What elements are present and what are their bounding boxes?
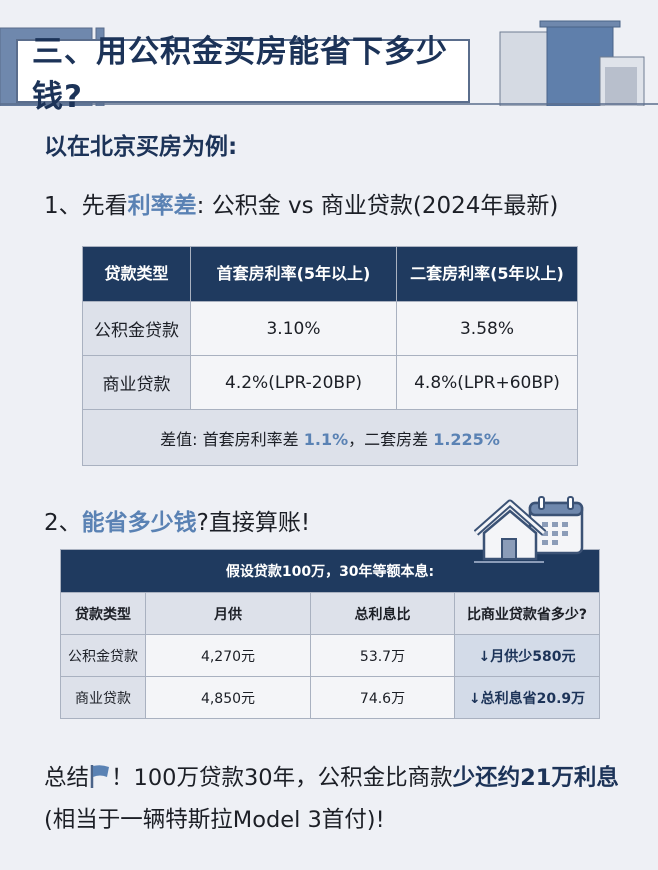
flag-icon [90, 765, 110, 788]
example-subtitle: 以在北京买房为例: [44, 134, 238, 160]
section-2-prefix: 2、 [44, 510, 82, 536]
loan-type-cell: 商业贷款 [82, 355, 191, 410]
first-home-rate-cell: 3.10% [190, 301, 397, 356]
second-home-rate-cell: 4.8%(LPR+60BP) [396, 355, 578, 410]
section-1-highlight: 利率差 [127, 193, 197, 219]
first-diff-value: 1.1% [303, 429, 349, 449]
column-header: 比商业贷款省多少? [454, 592, 600, 635]
savings-table: 假设贷款100万，30年等额本息: 贷款类型 月供 总利息比 比商业贷款省多少?… [60, 549, 600, 719]
diff-middle: ，二套房差 [348, 429, 434, 449]
rate-diff-cell: 差值: 首套房利率差 1.1%，二套房差 1.225% [82, 409, 578, 466]
table-row: 商业贷款 4.2%(LPR-20BP) 4.8%(LPR+60BP) [82, 355, 578, 410]
total-interest-cell: 53.7万 [310, 634, 455, 677]
summary-prefix: 总结 [44, 765, 90, 791]
section-1-prefix: 1、先看 [44, 193, 128, 219]
summary-highlight: 少还约21万利息 [452, 765, 619, 791]
table-row: 商业贷款 4,850元 74.6万 ↓总利息省20.9万 [60, 676, 600, 719]
column-header: 月供 [145, 592, 311, 635]
diff-row: 差值: 首套房利率差 1.1%，二套房差 1.225% [82, 409, 578, 466]
title-banner: 三、用公积金买房能省下多少钱? [16, 34, 470, 115]
table-header-row: 贷款类型 首套房利率(5年以上) 二套房利率(5年以上) [82, 246, 578, 302]
section-1-heading: 1、先看利率差: 公积金 vs 商业贷款(2024年最新) [44, 186, 558, 220]
diff-prefix: 差值: 首套房利率差 [160, 429, 304, 449]
house-calendar-icon [474, 496, 584, 563]
loan-type-cell: 公积金贷款 [82, 301, 191, 356]
second-diff-value: 1.225% [433, 429, 500, 449]
monthly-payment-cell: 4,850元 [145, 676, 311, 719]
column-header: 首套房利率(5年以上) [190, 246, 397, 302]
rate-comparison-table: 贷款类型 首套房利率(5年以上) 二套房利率(5年以上) 公积金贷款 3.10%… [82, 246, 578, 466]
loan-type-cell: 公积金贷款 [60, 634, 146, 677]
section-2-suffix: ?直接算账! [196, 510, 311, 536]
section-1-suffix: : 公积金 vs 商业贷款(2024年最新) [196, 193, 559, 219]
table-row: 公积金贷款 4,270元 53.7万 ↓月供少580元 [60, 634, 600, 677]
loan-type-cell: 商业贷款 [60, 676, 146, 719]
monthly-payment-cell: 4,270元 [145, 634, 311, 677]
table-row: 公积金贷款 3.10% 3.58% [82, 301, 578, 356]
page-title: 三、用公积金买房能省下多少钱? [32, 34, 448, 115]
saving-cell: ↓总利息省20.9万 [454, 676, 600, 719]
saving-cell: ↓月供少580元 [454, 634, 600, 677]
summary-suffix: (相当于一辆特斯拉Model 3首付)! [44, 807, 385, 833]
column-header: 总利息比 [310, 592, 455, 635]
section-2-highlight: 能省多少钱 [81, 510, 197, 536]
second-home-rate-cell: 3.58% [396, 301, 578, 356]
summary-after-flag: ！100万贷款30年，公积金比商款 [111, 765, 453, 791]
table-header-row: 贷款类型 月供 总利息比 比商业贷款省多少? [60, 592, 600, 635]
column-header: 二套房利率(5年以上) [396, 246, 578, 302]
section-2-heading: 2、能省多少钱?直接算账! [44, 503, 310, 537]
total-interest-cell: 74.6万 [310, 676, 455, 719]
column-header: 贷款类型 [82, 246, 191, 302]
first-home-rate-cell: 4.2%(LPR-20BP) [190, 355, 397, 410]
summary-text: 总结 ！100万贷款30年，公积金比商款少还约21万利息 (相当于一辆特斯拉Mod… [44, 757, 624, 841]
column-header: 贷款类型 [60, 592, 146, 635]
